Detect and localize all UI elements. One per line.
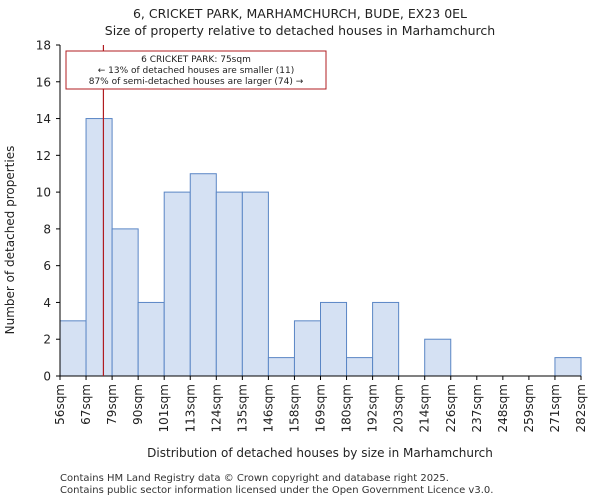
bar-124sqm [215, 191, 243, 377]
chart-subtitle: Size of property relative to detached ho… [104, 23, 496, 38]
x-tick-label-271sqm: 271sqm [548, 384, 562, 432]
x-tick-label-248sqm: 248sqm [496, 384, 510, 432]
annotation-line-2: ← 13% of detached houses are smaller (11… [98, 66, 295, 76]
y-tick-label-12: 12 [36, 149, 51, 163]
footer-licence: Contains public sector information licen… [60, 485, 494, 496]
x-tick-label-180sqm: 180sqm [340, 384, 354, 432]
x-tick-label-282sqm: 282sqm [574, 384, 588, 432]
bar-90sqm [137, 301, 165, 377]
x-tick-label-79sqm: 79sqm [105, 384, 119, 425]
x-tick-label-113sqm: 113sqm [183, 384, 197, 432]
bars-group [59, 118, 582, 377]
annotation-line-3: 87% of semi-detached houses are larger (… [89, 77, 304, 87]
bar-67sqm [85, 118, 113, 377]
bar-101sqm [163, 191, 191, 377]
y-tick-label-8: 8 [43, 222, 51, 236]
bar-214sqm [424, 338, 452, 377]
bar-158sqm [293, 320, 322, 377]
x-tick-label-214sqm: 214sqm [418, 384, 432, 432]
bar-169sqm [320, 301, 348, 377]
annotation-line-1: 6 CRICKET PARK: 75sqm [141, 55, 251, 65]
y-tick-label-18: 18 [36, 39, 51, 53]
x-axis: 56sqm 67sqm 79sqm 90sqm 101sqm 113sqm 124sqm 13… [53, 375, 588, 432]
y-axis-label: Number of detached properties [3, 146, 17, 335]
chart-title: 6, CRICKET PARK, MARHAMCHURCH, BUDE, EX2… [132, 6, 468, 21]
x-tick-label-146sqm: 146sqm [261, 384, 275, 432]
x-tick-label-203sqm: 203sqm [392, 384, 406, 432]
bar-113sqm [189, 173, 217, 377]
y-tick-label-4: 4 [43, 296, 51, 310]
bar-192sqm [372, 301, 400, 377]
bar-271sqm [554, 357, 582, 377]
x-tick-label-192sqm: 192sqm [366, 384, 380, 432]
y-tick-label-6: 6 [43, 259, 51, 273]
bar-135sqm [241, 191, 269, 377]
y-axis: 0 2 4 6 8 10 12 14 16 18 [36, 39, 61, 384]
y-tick-label-2: 2 [43, 333, 51, 347]
y-tick-label-0: 0 [43, 370, 51, 384]
histogram-chart: 0 2 4 6 8 10 12 14 16 18 56sqm 67sqm 79sqm 90sqm 101s… [3, 39, 588, 461]
x-tick-label-169sqm: 169sqm [314, 384, 328, 432]
y-tick-label-16: 16 [36, 75, 51, 89]
x-tick-label-135sqm: 135sqm [235, 384, 249, 432]
x-tick-label-237sqm: 237sqm [470, 384, 484, 432]
bar-79sqm [111, 228, 139, 377]
footer-copyright: Contains HM Land Registry data © Crown c… [60, 473, 449, 484]
x-tick-label-90sqm: 90sqm [131, 384, 145, 425]
property-marker: 6 CRICKET PARK: 75sqm← 13% of detached h… [65, 45, 327, 376]
y-tick-label-14: 14 [36, 112, 51, 126]
bar-180sqm [346, 357, 374, 377]
bar-56sqm [59, 320, 87, 377]
y-tick-label-10: 10 [36, 186, 51, 200]
x-tick-label-259sqm: 259sqm [522, 384, 536, 432]
annotation-box [65, 50, 327, 90]
x-tick-label-67sqm: 67sqm [79, 384, 93, 425]
x-tick-label-56sqm: 56sqm [53, 384, 67, 425]
bar-146sqm [267, 357, 295, 377]
x-tick-label-101sqm: 101sqm [157, 384, 171, 432]
x-tick-label-124sqm: 124sqm [209, 384, 223, 432]
x-axis-label: Distribution of detached houses by size … [147, 446, 493, 460]
x-tick-label-226sqm: 226sqm [444, 384, 458, 432]
x-tick-label-158sqm: 158sqm [287, 384, 301, 432]
